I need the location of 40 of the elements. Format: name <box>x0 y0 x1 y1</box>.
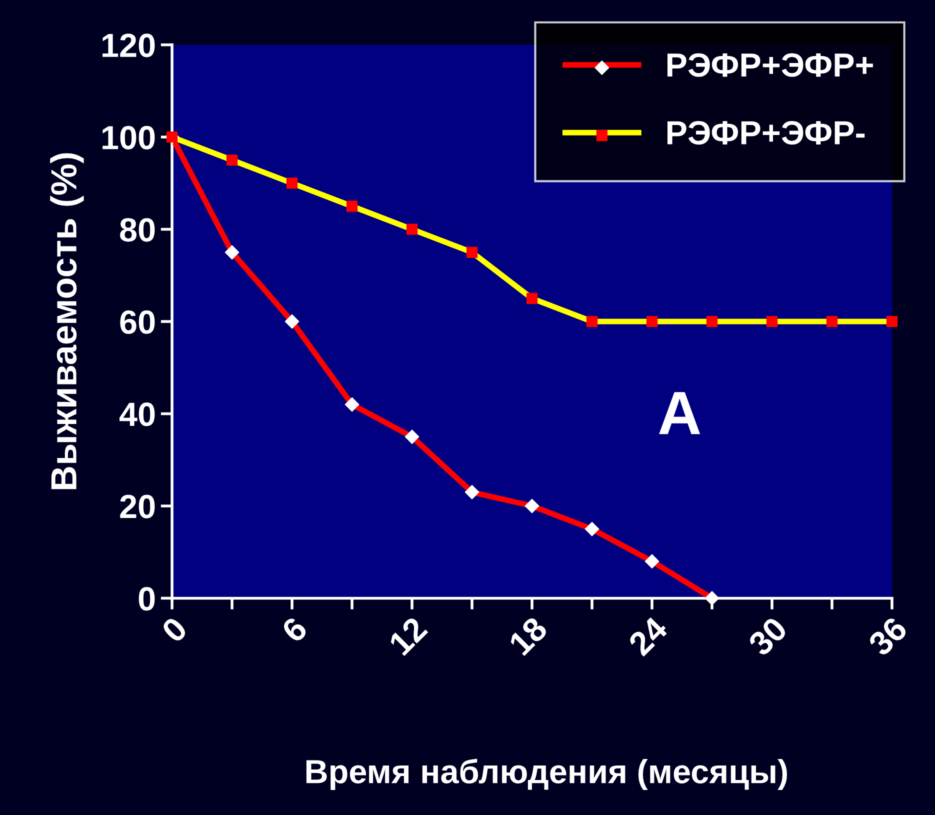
point <box>526 292 538 304</box>
point <box>226 154 238 166</box>
point <box>344 397 360 412</box>
point <box>464 484 480 500</box>
y-tick-label: 40 <box>120 402 155 426</box>
point <box>284 314 300 329</box>
point <box>586 316 598 328</box>
point <box>886 316 898 328</box>
annotation: A <box>659 392 700 434</box>
point <box>706 316 718 328</box>
point <box>646 316 658 328</box>
point <box>406 224 418 235</box>
y-tick-label: 20 <box>120 494 155 518</box>
y-tick-label: 60 <box>120 310 155 334</box>
point <box>644 554 660 569</box>
point <box>404 429 420 444</box>
x-tick-label: 24 <box>627 614 669 657</box>
point <box>524 498 540 514</box>
legend-label: РЭФР+ЭФР- <box>667 120 865 145</box>
y-tick-label: 120 <box>102 34 155 58</box>
point <box>346 200 358 212</box>
point <box>766 316 778 328</box>
y-axis-title: Выживаемость (%) <box>50 153 84 490</box>
point <box>466 246 478 258</box>
x-tick-label: 12 <box>388 616 428 656</box>
y-tick-label: 0 <box>138 587 155 611</box>
x-axis-title: Время наблюдения (месяцы) <box>306 758 787 790</box>
x-tick-label: 36 <box>866 616 908 658</box>
point <box>584 522 600 536</box>
x-tick-label: 30 <box>746 616 788 658</box>
point <box>286 178 298 189</box>
y-tick-label: 100 <box>102 126 155 150</box>
point <box>826 316 838 328</box>
point <box>704 590 720 606</box>
x-tick-label: 6 <box>280 616 308 644</box>
x-tick-label: 0 <box>160 616 188 644</box>
legend-label: РЭФР+ЭФР+ <box>667 53 873 77</box>
y-tick-label: 80 <box>120 218 155 242</box>
point <box>224 244 240 260</box>
x-tick-label: 18 <box>508 616 549 656</box>
